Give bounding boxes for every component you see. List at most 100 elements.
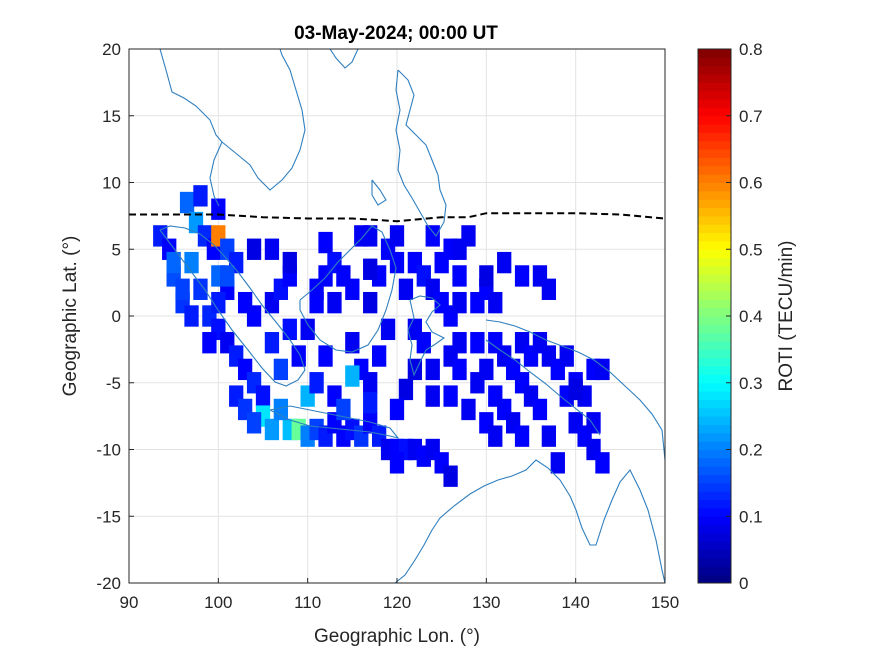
roti-cell [389, 452, 405, 474]
colorbar-step [698, 399, 731, 409]
colorbar-step [698, 49, 731, 58]
y-tick-label: 15 [102, 107, 121, 126]
colorbar-step [698, 165, 731, 175]
colorbar-step [698, 149, 731, 158]
roti-cell [193, 185, 208, 207]
colorbar-step [698, 391, 731, 400]
colorbar-step [698, 499, 731, 509]
colorbar-step [698, 215, 731, 225]
colorbar-step [698, 424, 731, 434]
colorbar-ticks: 0 0.1 0.2 0.3 0.4 0.5 0.6 0.7 0.8 [726, 40, 763, 593]
colorbar-tick-label: 0.3 [739, 374, 763, 393]
roti-cell [179, 191, 195, 214]
roti-cell [452, 291, 467, 314]
colorbar-step [698, 532, 731, 542]
roti-cell [541, 278, 557, 300]
roti-cell [443, 465, 458, 487]
roti-cell [425, 358, 440, 381]
colorbar-step [698, 457, 731, 467]
roti-cell [193, 278, 208, 300]
x-tick-label: 140 [561, 593, 589, 612]
roti-cell [318, 345, 333, 367]
roti-cell [318, 231, 333, 254]
colorbar-tick-label: 0.1 [739, 507, 763, 526]
colorbar-step [698, 449, 731, 459]
colorbar-tick-label: 0.5 [739, 240, 763, 259]
colorbar-step [698, 132, 731, 142]
colorbar-step [698, 557, 731, 567]
colorbar-step [698, 382, 731, 392]
colorbar-tick-label: 0.7 [739, 107, 763, 126]
roti-cell [282, 251, 297, 274]
colorbar-step [698, 357, 731, 367]
roti-cell [452, 332, 467, 354]
roti-cell [398, 278, 414, 300]
colorbar-step [698, 366, 731, 375]
x-tick-label: 90 [120, 593, 139, 612]
roti-cell [246, 412, 262, 434]
roti-cell [595, 452, 610, 474]
colorbar: 0 0.1 0.2 0.3 0.4 0.5 0.6 0.7 0.8 ROTI (TECU/min… [697, 40, 797, 593]
x-tick-label: 100 [204, 593, 232, 612]
colorbar-step [698, 74, 731, 83]
colorbar-step [698, 190, 731, 200]
colorbar-step [698, 349, 731, 359]
colorbar-gradient [698, 49, 731, 584]
roti-cell [345, 278, 360, 300]
colorbar-step [698, 65, 731, 75]
roti-cell [264, 238, 280, 260]
roti-cell [363, 258, 378, 280]
colorbar-step [698, 249, 731, 259]
y-tick-label: -10 [96, 441, 121, 460]
roti-cell [389, 398, 405, 421]
roti-cell [220, 265, 235, 287]
colorbar-tick-label: 0.4 [739, 307, 763, 326]
roti-cell [300, 318, 315, 341]
roti-cell [586, 412, 601, 434]
colorbar-step [698, 232, 731, 242]
roti-cell [389, 225, 405, 247]
roti-cell [470, 291, 485, 314]
colorbar-step [698, 257, 731, 267]
y-axis-ticks: 20 15 10 5 0 -5 -10 -15 -20 [96, 40, 134, 593]
colorbar-step [698, 199, 731, 209]
colorbar-step [698, 140, 731, 150]
roti-cell [237, 291, 253, 314]
coastlines [159, 49, 665, 583]
colorbar-step [698, 374, 731, 384]
roti-cell [550, 452, 565, 474]
colorbar-step [698, 224, 731, 234]
roti-cell [273, 398, 289, 421]
colorbar-step [698, 474, 731, 484]
roti-cell [345, 365, 360, 387]
roti-cell [291, 345, 306, 367]
roti-cell [282, 318, 297, 341]
x-tick-label: 110 [294, 593, 321, 612]
colorbar-step [698, 157, 731, 167]
colorbar-tick-label: 0 [739, 574, 748, 593]
colorbar-step [698, 307, 731, 317]
x-tick-label: 120 [383, 593, 411, 612]
colorbar-step [698, 115, 731, 125]
colorbar-step [698, 432, 731, 442]
roti-cell [345, 332, 360, 354]
x-axis-ticks: 90 100 110 120 130 140 150 [120, 578, 679, 612]
coastline-mainland [159, 49, 359, 207]
roti-cell [211, 198, 226, 220]
roti-cell [479, 265, 494, 287]
roti-cells [153, 185, 610, 487]
roti-cell [416, 332, 431, 354]
colorbar-step [698, 332, 731, 342]
colorbar-tick-label: 0.2 [739, 441, 763, 460]
roti-cell [479, 358, 494, 381]
coastline-philippines [371, 69, 447, 237]
roti-cell [246, 238, 262, 260]
colorbar-step [698, 90, 731, 100]
roti-cell [354, 225, 369, 247]
roti-cell [309, 278, 324, 300]
x-tick-label: 130 [472, 593, 500, 612]
colorbar-step [698, 290, 731, 300]
y-tick-label: 20 [102, 40, 121, 59]
roti-cell [380, 318, 396, 341]
y-tick-label: -15 [96, 507, 121, 526]
